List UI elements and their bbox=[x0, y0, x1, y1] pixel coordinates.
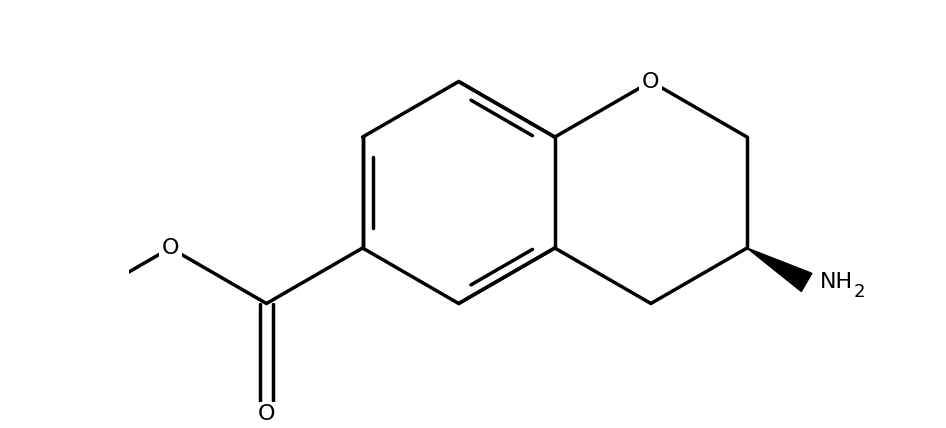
Text: 2: 2 bbox=[853, 283, 865, 301]
Text: NH: NH bbox=[820, 272, 853, 292]
Text: O: O bbox=[162, 238, 179, 258]
Polygon shape bbox=[747, 248, 812, 291]
Text: O: O bbox=[257, 404, 275, 425]
Text: O: O bbox=[642, 71, 659, 92]
